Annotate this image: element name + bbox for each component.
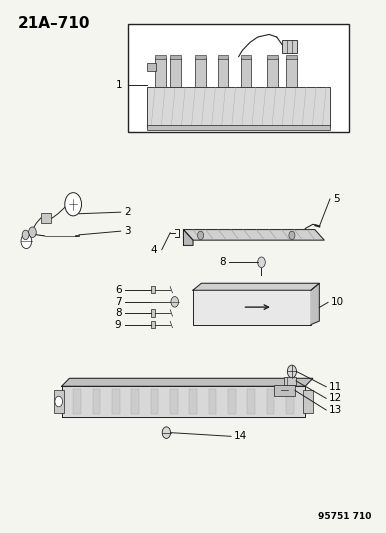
Circle shape xyxy=(171,296,179,307)
Bar xyxy=(195,58,206,87)
Bar xyxy=(151,321,155,328)
Bar xyxy=(147,87,330,127)
Circle shape xyxy=(289,231,295,240)
Bar xyxy=(112,389,120,414)
Bar xyxy=(283,40,297,53)
Text: 95751 710: 95751 710 xyxy=(318,512,372,521)
Bar xyxy=(54,391,64,413)
Text: 1: 1 xyxy=(116,79,123,90)
Bar xyxy=(151,286,155,293)
Polygon shape xyxy=(311,283,319,325)
Text: 11: 11 xyxy=(329,382,342,392)
Polygon shape xyxy=(62,386,305,417)
Bar xyxy=(128,24,349,132)
Text: 7: 7 xyxy=(115,297,122,307)
Text: 4: 4 xyxy=(151,245,157,255)
Bar xyxy=(195,55,206,59)
Bar xyxy=(284,377,296,385)
Bar xyxy=(190,389,197,414)
Bar xyxy=(218,58,229,87)
Bar xyxy=(286,55,297,59)
Bar xyxy=(147,63,156,71)
Circle shape xyxy=(21,234,32,248)
Bar xyxy=(267,58,278,87)
Bar xyxy=(151,389,158,414)
Bar xyxy=(267,55,278,59)
Bar xyxy=(228,389,236,414)
Bar xyxy=(240,58,251,87)
Circle shape xyxy=(162,427,171,439)
Text: 2: 2 xyxy=(124,207,130,217)
Text: 9: 9 xyxy=(115,319,122,329)
Bar xyxy=(155,58,166,87)
Circle shape xyxy=(287,365,296,378)
Bar xyxy=(170,389,178,414)
Text: 6: 6 xyxy=(115,285,122,295)
Bar xyxy=(267,389,274,414)
Text: 5: 5 xyxy=(333,194,340,204)
Bar xyxy=(93,389,100,414)
Bar xyxy=(247,389,255,414)
Bar xyxy=(303,391,313,413)
Circle shape xyxy=(65,192,81,216)
Bar xyxy=(209,389,216,414)
Polygon shape xyxy=(183,230,193,245)
Text: 10: 10 xyxy=(331,297,344,308)
Bar xyxy=(147,125,330,131)
Bar xyxy=(218,55,229,59)
Bar xyxy=(286,58,297,87)
Circle shape xyxy=(22,230,29,240)
Bar xyxy=(286,389,294,414)
Text: 14: 14 xyxy=(234,431,247,441)
Text: 13: 13 xyxy=(329,405,342,415)
Text: 3: 3 xyxy=(124,226,130,236)
Text: 12: 12 xyxy=(329,393,342,403)
Bar xyxy=(131,389,139,414)
Circle shape xyxy=(29,227,36,238)
Text: 8: 8 xyxy=(115,308,122,318)
Circle shape xyxy=(258,257,265,268)
Bar xyxy=(274,385,295,395)
Text: 8: 8 xyxy=(220,257,226,267)
Bar xyxy=(155,55,166,59)
Text: 21A–710: 21A–710 xyxy=(18,16,90,31)
Polygon shape xyxy=(62,378,313,386)
Bar xyxy=(170,58,181,87)
Bar xyxy=(193,290,311,325)
Bar xyxy=(170,55,181,59)
Bar xyxy=(41,213,51,223)
Circle shape xyxy=(198,231,204,240)
Bar xyxy=(73,389,81,414)
Polygon shape xyxy=(193,283,319,290)
Circle shape xyxy=(55,396,63,407)
Bar xyxy=(151,309,155,317)
Bar xyxy=(240,55,251,59)
Polygon shape xyxy=(183,230,324,240)
